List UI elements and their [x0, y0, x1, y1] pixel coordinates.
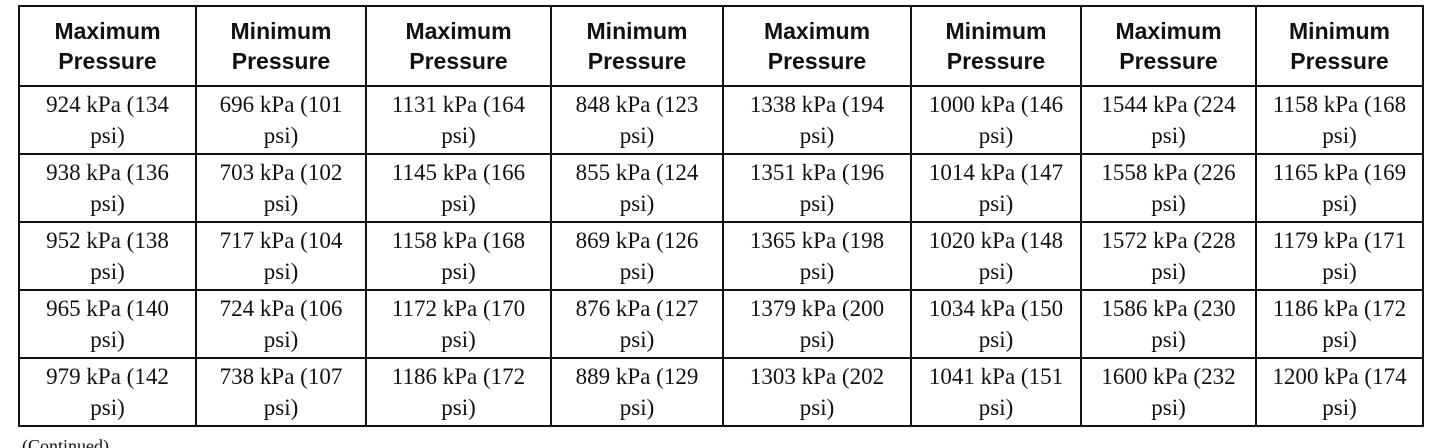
table-cell: 1014 kPa (147 psi) [910, 153, 1082, 223]
table-cell: 1000 kPa (146 psi) [910, 85, 1082, 155]
table-cell: 1186 kPa (172 psi) [1255, 289, 1424, 359]
table-cell: 1020 kPa (148 psi) [910, 221, 1082, 291]
table-cell: 1365 kPa (198 psi) [722, 221, 912, 291]
table-cell: 738 kPa (107 psi) [195, 357, 367, 427]
table-cell: 1600 kPa (232 psi) [1080, 357, 1257, 427]
table-cell: 703 kPa (102 psi) [195, 153, 367, 223]
table-row: 979 kPa (142 psi) 738 kPa (107 psi) 1186 k… [18, 357, 1424, 427]
header-row: Maximum Pressure Minimum Pressure Maximum … [18, 5, 1424, 87]
column-header: Minimum Pressure [1255, 5, 1424, 87]
table-cell: 1379 kPa (200 psi) [722, 289, 912, 359]
pressure-table: Maximum Pressure Minimum Pressure Maximum … [18, 5, 1424, 427]
table-cell: 1165 kPa (169 psi) [1255, 153, 1424, 223]
table-cell: 1351 kPa (196 psi) [722, 153, 912, 223]
column-header: Maximum Pressure [18, 5, 197, 87]
table-cell: 1158 kPa (168 psi) [1255, 85, 1424, 155]
table-cell: 965 kPa (140 psi) [18, 289, 197, 359]
footer-note: (Continued) [22, 436, 109, 448]
table-cell: 979 kPa (142 psi) [18, 357, 197, 427]
table-cell: 1145 kPa (166 psi) [365, 153, 552, 223]
table-cell: 1172 kPa (170 psi) [365, 289, 552, 359]
table-cell: 717 kPa (104 psi) [195, 221, 367, 291]
column-header: Maximum Pressure [722, 5, 912, 87]
table-row: 924 kPa (134 psi) 696 kPa (101 psi) 1131 k… [18, 85, 1424, 155]
table-row: 965 kPa (140 psi) 724 kPa (106 psi) 1172 k… [18, 289, 1424, 359]
table-cell: 876 kPa (127 psi) [550, 289, 724, 359]
table-cell: 1179 kPa (171 psi) [1255, 221, 1424, 291]
table-cell: 848 kPa (123 psi) [550, 85, 724, 155]
table-cell: 1338 kPa (194 psi) [722, 85, 912, 155]
table-cell: 938 kPa (136 psi) [18, 153, 197, 223]
table-cell: 1200 kPa (174 psi) [1255, 357, 1424, 427]
table-cell: 1572 kPa (228 psi) [1080, 221, 1257, 291]
table-cell: 1544 kPa (224 psi) [1080, 85, 1257, 155]
column-header: Maximum Pressure [1080, 5, 1257, 87]
table-row: 938 kPa (136 psi) 703 kPa (102 psi) 1145 k… [18, 153, 1424, 223]
table-cell: 924 kPa (134 psi) [18, 85, 197, 155]
column-header: Maximum Pressure [365, 5, 552, 87]
table-cell: 1186 kPa (172 psi) [365, 357, 552, 427]
column-header: Minimum Pressure [550, 5, 724, 87]
table-cell: 855 kPa (124 psi) [550, 153, 724, 223]
column-header: Minimum Pressure [195, 5, 367, 87]
table-cell: 1131 kPa (164 psi) [365, 85, 552, 155]
table-cell: 696 kPa (101 psi) [195, 85, 367, 155]
table-row: 952 kPa (138 psi) 717 kPa (104 psi) 1158 k… [18, 221, 1424, 291]
table-cell: 1303 kPa (202 psi) [722, 357, 912, 427]
table-cell: 952 kPa (138 psi) [18, 221, 197, 291]
table-cell: 724 kPa (106 psi) [195, 289, 367, 359]
table-cell: 1041 kPa (151 psi) [910, 357, 1082, 427]
table-cell: 1558 kPa (226 psi) [1080, 153, 1257, 223]
table-body: 924 kPa (134 psi) 696 kPa (101 psi) 1131 k… [18, 85, 1424, 427]
table-cell: 889 kPa (129 psi) [550, 357, 724, 427]
table-cell: 1158 kPa (168 psi) [365, 221, 552, 291]
column-header: Minimum Pressure [910, 5, 1082, 87]
table-cell: 1034 kPa (150 psi) [910, 289, 1082, 359]
table-cell: 1586 kPa (230 psi) [1080, 289, 1257, 359]
table-cell: 869 kPa (126 psi) [550, 221, 724, 291]
